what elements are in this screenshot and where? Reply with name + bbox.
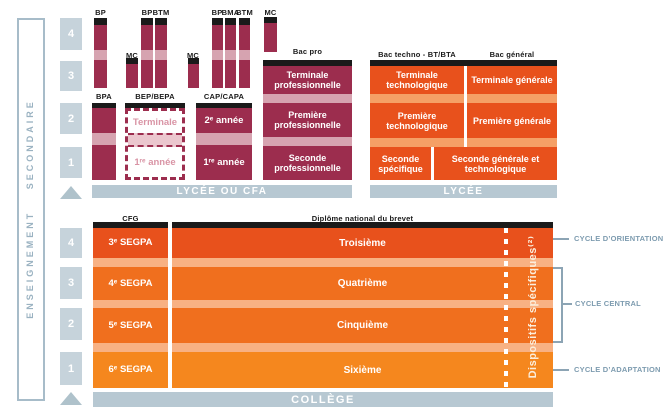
lycee-band <box>370 94 464 103</box>
bp-label: BP <box>95 8 106 17</box>
lycee-band <box>467 138 557 147</box>
segpa-3e: 3ᵉ SEGPA <box>93 228 168 258</box>
dashed-divider-line <box>504 228 508 387</box>
bep-pink-band <box>128 133 182 147</box>
bpa-group-label: BPA <box>96 92 112 101</box>
college-column: Troisième Quatrième Cinquième Sixième <box>172 222 553 388</box>
central-bracket-bottom <box>553 341 561 343</box>
dispositifs-specifiques-label: Dispositifs spécifiques⁽²⁾ <box>527 235 539 379</box>
terminale-professionnelle: Terminale professionnelle <box>263 66 352 94</box>
grade-sixieme: Sixième <box>172 352 553 388</box>
level-box-top-3: 3 <box>60 61 82 91</box>
bac-pro-title: Bac pro <box>292 47 323 56</box>
mc-label: MC <box>125 51 139 60</box>
premiere-professionnelle: Première professionnelle <box>263 103 352 137</box>
premiere-technologique: Première technologique <box>370 103 464 138</box>
bac-pro-column: Terminale professionnelle Première profe… <box>263 60 352 180</box>
grade-quatrieme: Quatrième <box>172 267 553 300</box>
cap-capa-box: 2ᵉ année 1ʳᵉ année <box>196 103 252 180</box>
segpa-5e: 5ᵉ SEGPA <box>93 308 168 343</box>
bep-black-cap <box>125 103 185 108</box>
lycee-ou-cfa-bar: LYCÉE OU CFA <box>92 185 352 198</box>
seconde-professionnelle: Seconde professionnelle <box>263 146 352 180</box>
cap-year1-label: 1ʳᵉ année <box>196 145 252 180</box>
seconde-generale-technologique: Seconde générale et technologique <box>434 147 557 180</box>
level-number: 4 <box>67 28 75 40</box>
central-bracket-top <box>553 267 561 269</box>
grade-cinquieme: Cinquième <box>172 308 553 343</box>
level-number: 1 <box>67 156 75 169</box>
seconde-specifique: Seconde spécifique <box>370 147 431 180</box>
bpa-box <box>92 103 116 180</box>
terminale-technologique: Terminale technologique <box>370 66 464 94</box>
brevet-label: Diplôme national du brevet <box>311 214 414 223</box>
mc-label: MC <box>264 8 277 17</box>
bma-label: BMA <box>221 8 240 17</box>
grade-troisieme: Troisième <box>172 228 553 258</box>
lycee-black-cap <box>370 60 557 66</box>
mc-bar <box>188 58 199 88</box>
bep-bepa-box: Terminale 1ʳᵉ année <box>125 108 185 180</box>
cap-year2-label: 2ᵉ année <box>196 108 252 133</box>
cycle-central-label: CYCLE CENTRAL <box>575 299 641 308</box>
lycee-band <box>467 94 557 103</box>
lycee-band <box>370 138 464 147</box>
level-number: 2 <box>67 112 75 125</box>
level-number: 3 <box>67 277 75 289</box>
adaptation-tick <box>553 369 569 371</box>
premiere-generale: Première générale <box>467 103 557 138</box>
level-number: 1 <box>67 362 75 375</box>
segpa-6e: 6ᵉ SEGPA <box>93 352 168 388</box>
up-arrow-icon <box>60 186 82 199</box>
level-box-top-2: 2 <box>60 103 82 134</box>
up-arrow-icon <box>60 392 82 405</box>
college-bar: COLLÈGE <box>93 392 553 407</box>
level-box-bottom-2: 2 <box>60 308 82 340</box>
level-box-bottom-4: 4 <box>60 228 82 258</box>
mc-bar <box>126 58 138 88</box>
level-box-bottom-3: 3 <box>60 267 82 299</box>
btm-bar <box>155 18 167 88</box>
mc-label: MC <box>186 51 200 60</box>
central-bracket-line <box>561 267 563 343</box>
bp-bar <box>94 18 107 88</box>
cycle-orientation-label: CYCLE D’ORIENTATION <box>574 234 664 243</box>
cfg-label: CFG <box>122 214 139 223</box>
level-box-top-4: 4 <box>60 18 82 50</box>
btm-label: BTM <box>152 8 170 17</box>
terminale-generale: Terminale générale <box>467 66 557 94</box>
enseignement-secondaire-box <box>17 18 45 401</box>
level-number: 4 <box>67 237 75 249</box>
cap-capa-group-label: CAP/CAPA <box>203 92 245 101</box>
level-number: 2 <box>67 318 75 330</box>
orientation-tick <box>553 238 569 240</box>
bp-label: BP <box>211 8 223 17</box>
bp-label: BP <box>141 8 153 17</box>
btm-label: BTM <box>236 8 253 17</box>
cycle-adaptation-label: CYCLE D’ADAPTATION <box>574 365 661 374</box>
level-box-top-1: 1 <box>60 147 82 178</box>
bac-techno-title: Bac techno - BT/BTA <box>378 50 456 59</box>
bp-bar <box>141 18 153 88</box>
bma-bar <box>225 18 236 88</box>
segpa-4e: 4ᵉ SEGPA <box>93 267 168 300</box>
bac-general-title: Bac général <box>489 50 535 59</box>
segpa-column: 3ᵉ SEGPA 4ᵉ SEGPA 5ᵉ SEGPA 6ᵉ SEGPA <box>93 222 168 388</box>
lycee-bar: LYCÉE <box>370 185 557 198</box>
central-tick <box>563 303 572 305</box>
bep-year1-label: 1ʳᵉ année <box>134 156 176 168</box>
btm-bar <box>239 18 250 88</box>
level-box-bottom-1: 1 <box>60 352 82 385</box>
bep-bepa-group-label: BEP/BEPA <box>135 92 175 101</box>
bep-terminale-label: Terminale <box>132 116 178 128</box>
level-number: 3 <box>67 70 75 82</box>
mc-bar <box>264 17 277 52</box>
bp-bar <box>212 18 223 88</box>
enseignement-secondaire-label: ENSEIGNEMENT SECONDAIRE <box>25 99 35 319</box>
